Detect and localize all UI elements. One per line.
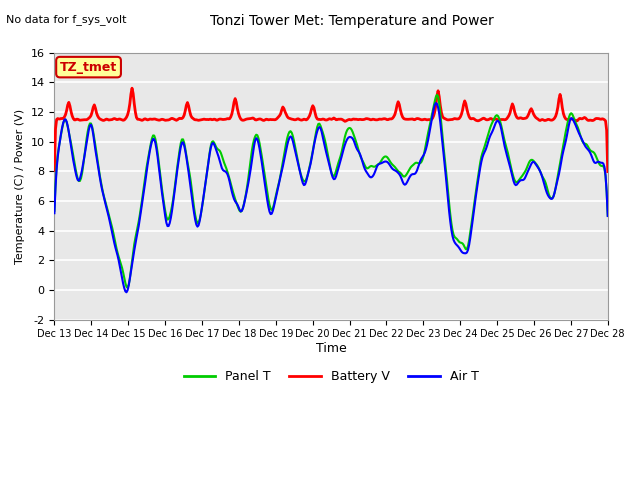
Text: TZ_tmet: TZ_tmet: [60, 60, 117, 73]
Legend: Panel T, Battery V, Air T: Panel T, Battery V, Air T: [179, 365, 483, 388]
Y-axis label: Temperature (C) / Power (V): Temperature (C) / Power (V): [15, 108, 25, 264]
Text: Tonzi Tower Met: Temperature and Power: Tonzi Tower Met: Temperature and Power: [210, 14, 494, 28]
X-axis label: Time: Time: [316, 342, 346, 355]
Text: No data for f_sys_volt: No data for f_sys_volt: [6, 14, 127, 25]
